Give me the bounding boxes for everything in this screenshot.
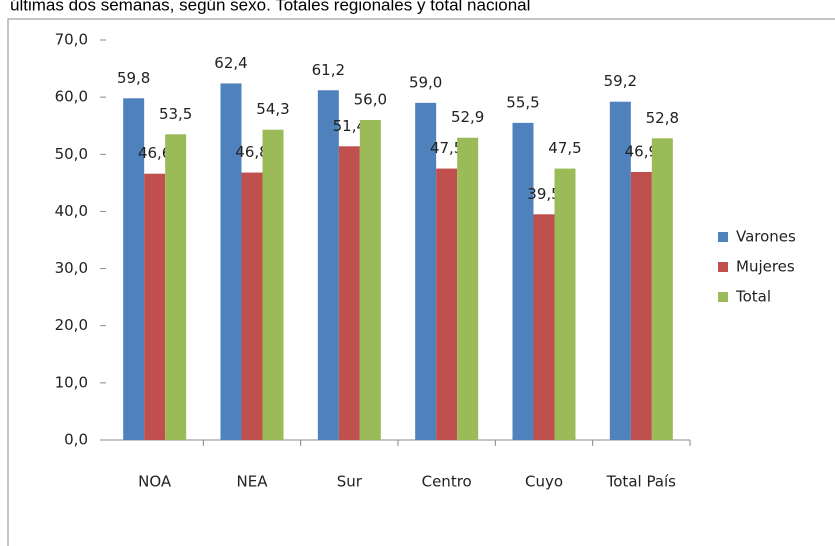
bar	[220, 83, 242, 440]
legend-swatch	[718, 232, 728, 242]
x-tick-label: Centro	[422, 473, 472, 491]
value-label: 59,2	[604, 72, 637, 90]
bar	[165, 134, 187, 441]
value-label: 51,4	[333, 117, 366, 135]
bar	[651, 138, 673, 441]
value-label: 59,8	[117, 69, 150, 87]
value-label: 52,8	[646, 109, 679, 127]
value-label: 62,4	[214, 54, 247, 72]
chart-title: últimas dos semanas, según sexo. Totales…	[10, 0, 530, 14]
bar	[415, 102, 437, 440]
bar	[533, 214, 555, 440]
value-label: 61,2	[312, 61, 345, 79]
value-label: 47,5	[548, 139, 581, 157]
value-label: 47,5	[430, 139, 463, 157]
legend-label: Varones	[736, 228, 796, 246]
y-tick-label: 70,0	[55, 31, 88, 49]
x-tick-label: Total País	[606, 473, 677, 491]
bar	[123, 98, 145, 441]
bar	[262, 129, 284, 440]
y-tick-label: 50,0	[55, 145, 88, 163]
value-label: 39,5	[527, 185, 560, 203]
value-label: 52,9	[451, 108, 484, 126]
y-tick-label: 30,0	[55, 259, 88, 277]
bar	[317, 90, 339, 441]
bar	[359, 120, 381, 440]
value-label: 59,0	[409, 73, 442, 91]
y-tick-label: 40,0	[55, 202, 88, 220]
bar	[241, 172, 263, 441]
bar	[554, 168, 576, 441]
y-tick-label: 60,0	[55, 88, 88, 106]
value-label: 56,0	[354, 91, 387, 109]
bar	[457, 137, 479, 440]
x-tick-label: Sur	[337, 473, 363, 491]
legend-swatch	[718, 292, 728, 302]
y-tick-label: 10,0	[55, 373, 88, 391]
value-label: 46,6	[138, 144, 171, 162]
value-label: 46,8	[235, 143, 268, 161]
bar	[144, 173, 166, 440]
legend-label: Total	[735, 288, 771, 306]
y-tick-label: 20,0	[55, 316, 88, 334]
bar	[512, 122, 534, 440]
y-tick-label: 0,0	[64, 431, 88, 449]
value-label: 54,3	[256, 100, 289, 118]
bar	[338, 146, 360, 441]
legend-label: Mujeres	[736, 258, 795, 276]
value-label: 55,5	[506, 93, 539, 111]
value-label: 46,9	[625, 143, 658, 161]
value-label: 53,5	[159, 105, 192, 123]
bar	[609, 101, 631, 440]
bar	[630, 172, 652, 440]
chart-frame	[7, 18, 835, 546]
x-tick-label: Cuyo	[525, 473, 563, 491]
x-tick-label: NEA	[237, 473, 269, 491]
bar	[436, 168, 458, 441]
legend-swatch	[718, 262, 728, 272]
x-tick-label: NOA	[138, 473, 172, 491]
